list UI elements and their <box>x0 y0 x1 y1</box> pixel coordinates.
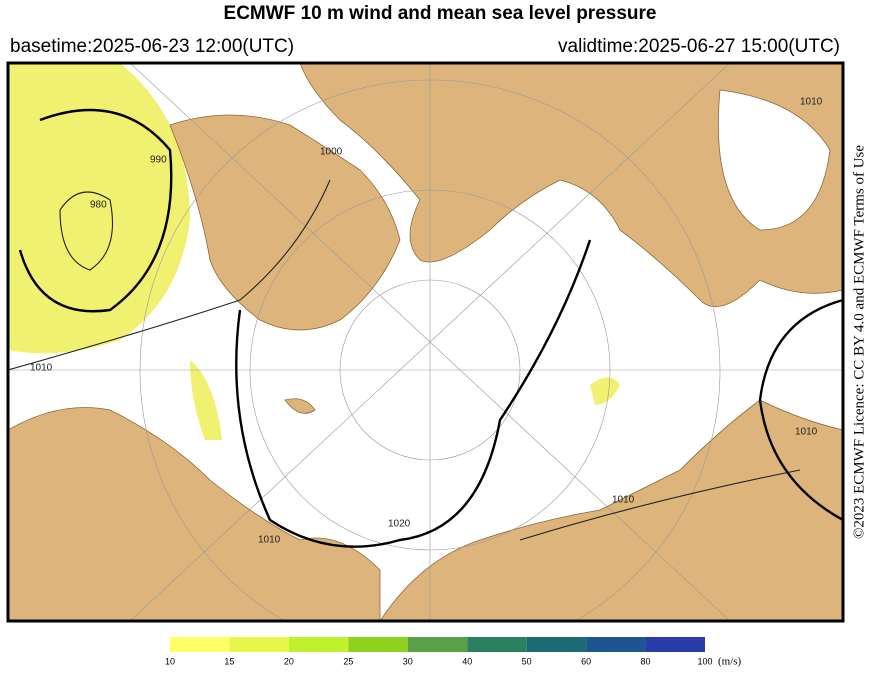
colorbar-label: 50 <box>522 656 532 666</box>
colorbar-label: 100 <box>697 656 712 666</box>
contour-label: 1010 <box>258 535 281 546</box>
contour-label: 1000 <box>320 147 343 158</box>
canada <box>299 63 843 308</box>
isobar <box>235 239 592 548</box>
contour-label: 990 <box>150 155 167 166</box>
title: ECMWF 10 m wind and mean sea level press… <box>224 3 657 24</box>
colorbar: 10 15 20 25 30 40 50 60 80 100 <box>165 637 713 666</box>
graticule <box>8 63 843 621</box>
contour-label: 1010 <box>612 495 635 506</box>
colorbar-segment <box>288 637 349 652</box>
scandinavia <box>8 407 381 621</box>
license: ©2023 ECMWF Licence: CC BY 4.0 and ECMWF… <box>851 145 867 539</box>
colorbar-segment <box>645 637 705 652</box>
isobar <box>59 191 113 271</box>
colorbar-label: 15 <box>224 656 234 666</box>
colorbar-label: 80 <box>641 656 651 666</box>
colorbar-segment <box>170 637 230 652</box>
svalbard <box>284 398 316 414</box>
colorbar-label: 20 <box>284 656 294 666</box>
wind-area <box>190 360 222 440</box>
map: 980 990 1000 1010 1010 1010 1010 1020 10… <box>6 61 845 623</box>
isobar <box>8 179 331 371</box>
colorbar-segment <box>586 637 646 652</box>
colorbar-label: 25 <box>343 656 353 666</box>
colorbar-label: 30 <box>403 656 413 666</box>
colorbar-segment <box>407 637 468 652</box>
bay <box>717 89 831 231</box>
colorbar-label: 10 <box>165 656 175 666</box>
contour-label: 1010 <box>800 97 823 108</box>
validtime: validtime:2025-06-27 15:00(UTC) <box>558 36 840 57</box>
greenland <box>169 114 401 331</box>
colorbar-segment <box>348 637 408 652</box>
colorbar-label: 60 <box>581 656 591 666</box>
colorbar-unit: (m/s) <box>718 656 742 668</box>
colorbar-segment <box>526 637 587 652</box>
isobar <box>758 298 843 522</box>
wind-area <box>8 63 190 354</box>
contour-label: 1010 <box>795 427 818 438</box>
isobar <box>519 469 801 541</box>
colorbar-label: 40 <box>462 656 472 666</box>
basetime: basetime:2025-06-23 12:00(UTC) <box>10 36 294 57</box>
contour-label: 1020 <box>388 519 411 530</box>
wind-area <box>590 377 620 405</box>
contour-label: 980 <box>90 200 107 211</box>
contour-label: 1010 <box>30 363 53 374</box>
isobar <box>18 108 173 313</box>
colorbar-segment <box>467 637 527 652</box>
colorbar-segment <box>229 637 289 652</box>
